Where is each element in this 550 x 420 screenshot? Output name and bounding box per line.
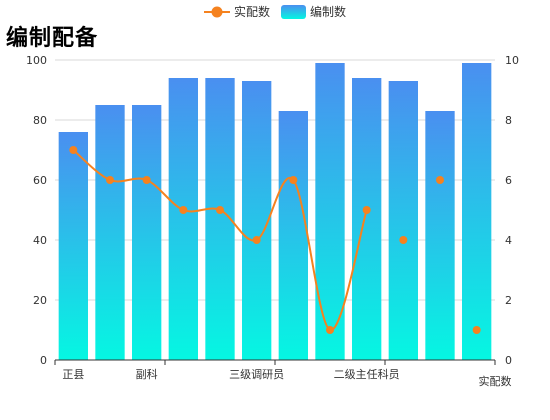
- line-point-7[interactable]: [289, 176, 298, 184]
- y-right-tick-label: 4: [505, 234, 512, 247]
- y-left-tick-label: 0: [40, 354, 47, 367]
- bar-3[interactable]: [132, 105, 162, 360]
- legend[interactable]: 实配数 编制数: [204, 4, 346, 19]
- bar-11[interactable]: [425, 111, 455, 360]
- y-right-tick-label: 8: [505, 114, 512, 127]
- legend-bar-swatch: [281, 5, 306, 19]
- legend-label-line: 实配数: [234, 4, 270, 19]
- line-point-1[interactable]: [69, 146, 78, 154]
- line-point-6[interactable]: [252, 236, 261, 244]
- line-point-3[interactable]: [142, 176, 151, 184]
- bar-10[interactable]: [388, 81, 418, 360]
- x-axis-name: 实配数: [479, 374, 512, 388]
- y-left-tick-label: 20: [33, 294, 47, 307]
- y-right-tick-label: 6: [505, 174, 512, 187]
- y-right-tick-label: 10: [505, 54, 519, 67]
- line-point-11[interactable]: [436, 176, 444, 184]
- bar-2[interactable]: [95, 105, 125, 360]
- y-right-tick-label: 2: [505, 294, 512, 307]
- bar-series: [58, 63, 492, 360]
- bar-9[interactable]: [352, 78, 382, 360]
- bar-12[interactable]: [462, 63, 492, 360]
- y-right-tick-label: 0: [505, 354, 512, 367]
- line-point-2[interactable]: [106, 176, 114, 184]
- y-left-tick-label: 100: [26, 54, 47, 67]
- x-tick-label: 二级主任科员: [334, 367, 400, 381]
- line-series: [69, 146, 481, 334]
- legend-label-bar: 编制数: [310, 4, 346, 19]
- y-left-tick-label: 40: [33, 234, 47, 247]
- bar-7[interactable]: [278, 111, 308, 360]
- legend-item-line[interactable]: 实配数: [204, 4, 270, 19]
- line-point-8[interactable]: [326, 326, 334, 334]
- line-point-4[interactable]: [179, 206, 188, 214]
- bar-4[interactable]: [168, 78, 198, 360]
- line-point-12[interactable]: [472, 326, 481, 334]
- legend-item-bar[interactable]: 编制数: [281, 4, 346, 19]
- x-tick-label: 三级调研员: [229, 368, 284, 381]
- line-point-9[interactable]: [362, 206, 371, 214]
- page-title: 编制配备: [6, 26, 99, 51]
- line-point-5[interactable]: [216, 206, 224, 214]
- x-tick-label: 副科: [136, 367, 158, 381]
- x-tick-label: 正县: [62, 368, 84, 381]
- bar-6[interactable]: [242, 81, 272, 360]
- y-left-tick-label: 60: [33, 174, 47, 187]
- bar-8[interactable]: [315, 63, 345, 360]
- legend-line-marker: [211, 6, 223, 18]
- line-point-10[interactable]: [399, 236, 408, 244]
- y-left-tick-label: 80: [33, 114, 47, 127]
- bar-1[interactable]: [58, 132, 88, 360]
